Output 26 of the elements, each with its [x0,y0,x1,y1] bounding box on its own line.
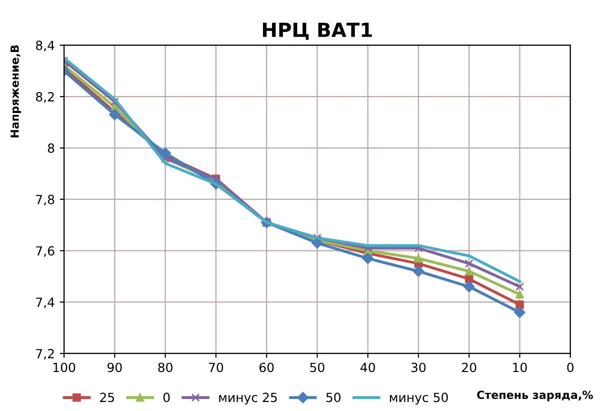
y-tick-label: 8,2 [36,92,54,103]
y-tick-label: 7,8 [36,194,54,206]
x-axis-title: Степень заряда,% [477,390,593,402]
x-tick-label: 80 [158,362,172,372]
x-tick-label: 50 [310,362,324,372]
x-tick-label: 60 [259,362,274,372]
chart-title: НРЦ ВАТ1 [262,22,372,40]
x-tick-label: 100 [53,362,76,372]
y-tick-label: 8 [48,143,54,153]
legend-label: 0 [163,392,170,402]
y-axis-title: Напряжение,В [10,45,22,138]
y-tick-label: 7,4 [36,298,54,308]
x-tick-label: 0 [567,362,574,372]
x-tick-label: 90 [108,362,122,372]
legend-label: минус 50 [390,392,448,405]
x-tick-label: 30 [411,362,426,372]
x-tick-label: 10 [513,362,527,372]
x-tick-label: 40 [360,362,375,372]
legend-label: 50 [326,392,340,402]
legend-label: минус 25 [219,392,277,405]
y-tick-label: 8,4 [36,40,54,52]
y-tick-label: 7,6 [36,246,54,257]
x-tick-label: 70 [209,362,224,372]
x-tick-label: 20 [462,362,476,372]
legend-label: 25 [100,392,114,402]
y-tick-label: 7,2 [36,348,54,360]
